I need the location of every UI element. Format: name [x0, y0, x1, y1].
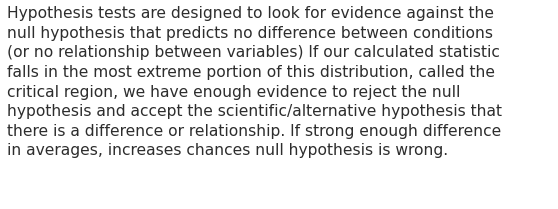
- Text: Hypothesis tests are designed to look for evidence against the
null hypothesis t: Hypothesis tests are designed to look fo…: [7, 6, 502, 158]
